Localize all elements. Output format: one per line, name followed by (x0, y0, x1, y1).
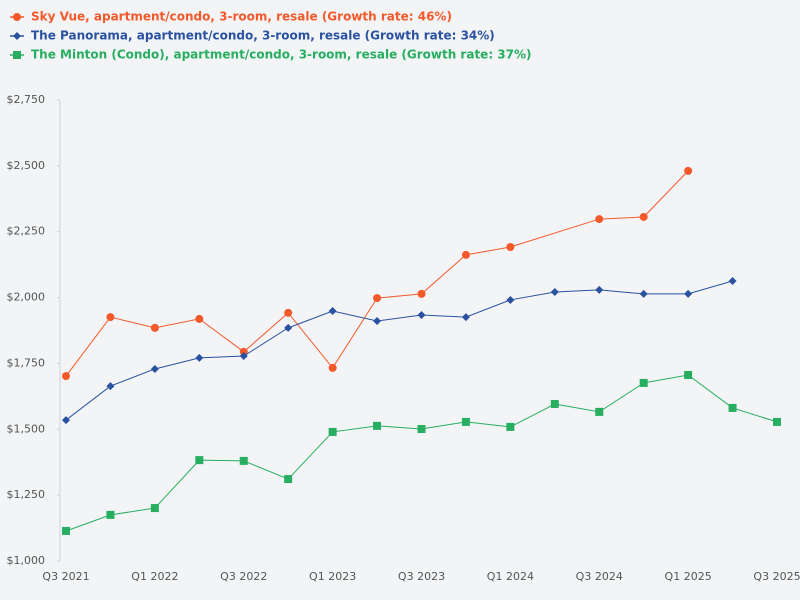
point (328, 363, 337, 372)
x-tick-label: Q1 2025 (665, 570, 712, 583)
y-tick-label: $1,500 (7, 422, 46, 435)
point (62, 372, 70, 381)
point (550, 288, 559, 297)
point (195, 353, 204, 362)
legend-marker (13, 13, 21, 21)
point (639, 212, 648, 221)
point (150, 364, 159, 373)
point (595, 407, 604, 416)
point (461, 313, 470, 322)
point (195, 314, 204, 323)
point (773, 417, 781, 426)
point (506, 422, 515, 431)
point (684, 289, 693, 298)
point (239, 352, 248, 361)
point (106, 313, 115, 322)
point (461, 250, 470, 259)
point (62, 416, 70, 425)
x-tick-label: Q3 2022 (220, 570, 267, 583)
point (373, 421, 382, 430)
point (328, 427, 337, 436)
point (639, 289, 648, 298)
point (417, 425, 426, 434)
y-tick-label: $2,000 (7, 291, 46, 304)
point (150, 323, 159, 332)
y-tick-label: $1,250 (7, 488, 46, 501)
legend-marker (13, 51, 21, 59)
point (239, 456, 248, 465)
x-tick-label: Q3 2024 (576, 570, 623, 583)
y-tick-label: $1,750 (7, 356, 46, 369)
point (284, 323, 293, 332)
point (550, 399, 559, 408)
point (595, 215, 604, 224)
series-line (65, 170, 689, 377)
point (284, 308, 293, 317)
legend-marker (13, 32, 21, 40)
point (595, 285, 604, 294)
legend-label: The Minton (Condo), apartment/condo, 3-r… (31, 48, 532, 62)
series-line (65, 374, 778, 532)
x-tick-label: Q3 2025 (753, 570, 800, 583)
point (373, 317, 382, 326)
y-tick-label: $2,500 (7, 159, 46, 172)
point (106, 510, 115, 519)
point (106, 382, 115, 391)
point (461, 417, 470, 426)
x-tick-label: Q3 2021 (42, 570, 89, 583)
point (728, 403, 737, 412)
point (684, 371, 693, 380)
point (684, 166, 693, 175)
legend-label: The Panorama, apartment/condo, 3-room, r… (31, 29, 495, 43)
y-tick-label: $1,000 (7, 554, 46, 567)
point (328, 307, 337, 316)
point (728, 276, 737, 285)
point (506, 295, 515, 304)
point (417, 289, 426, 298)
point (417, 310, 426, 319)
point (284, 475, 293, 484)
y-tick-label: $2,250 (7, 225, 46, 238)
point (195, 456, 204, 465)
x-tick-label: Q1 2024 (487, 570, 534, 583)
point (639, 378, 648, 387)
series-line (65, 280, 733, 421)
x-tick-label: Q1 2023 (309, 570, 356, 583)
point (506, 242, 515, 251)
point (150, 504, 159, 513)
y-tick-label: $2,750 (7, 93, 46, 106)
legend-label: Sky Vue, apartment/condo, 3-room, resale… (31, 10, 452, 24)
point (373, 294, 382, 303)
point (239, 347, 248, 356)
point (62, 526, 70, 535)
x-tick-label: Q3 2023 (398, 570, 445, 583)
x-tick-label: Q1 2022 (131, 570, 178, 583)
